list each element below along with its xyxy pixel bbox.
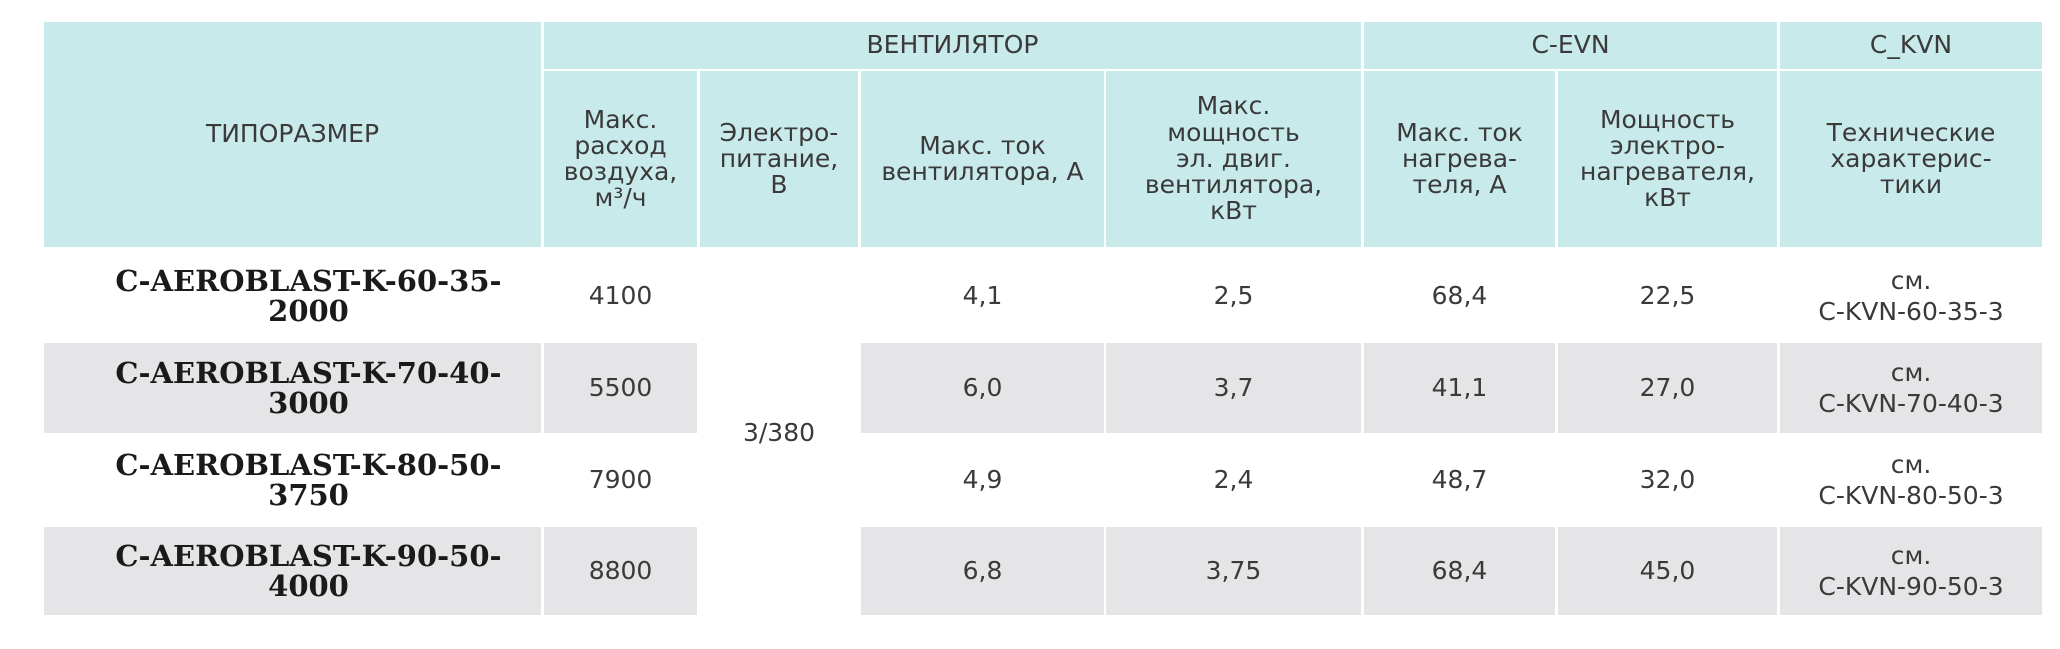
value-cell: см. C-KVN-60-35-3 xyxy=(1818,265,2004,326)
model-name: C-AEROBLAST-K-80-50-3750 xyxy=(115,447,502,512)
value-cell: 45,0 xyxy=(1558,527,1777,615)
value-cell: 2,5 xyxy=(1213,280,1254,310)
header-column: Мощность электро- нагревателя, кВт xyxy=(1558,71,1777,247)
value-cell: 41,1 xyxy=(1364,343,1555,433)
model-name: C-AEROBLAST-K-90-50-4000 xyxy=(44,527,541,615)
model-name: C-AEROBLAST-K-70-40-3000 xyxy=(44,343,541,433)
value-cell: 68,4 xyxy=(1431,280,1488,310)
header-column: Технические характерис- тики xyxy=(1780,71,2042,247)
value-cell: см. C-KVN-80-50-3 xyxy=(1818,449,2004,510)
value-cell: 48,7 xyxy=(1431,464,1488,494)
value-cell: 7900 xyxy=(588,464,653,494)
value-cell: 4100 xyxy=(588,280,653,310)
value-cell: см. C-KVN-90-50-3 xyxy=(1780,527,2042,615)
power-supply: 3/380 xyxy=(742,417,816,447)
header-column: Макс. ток вентилятора, А xyxy=(861,71,1104,247)
header-column: Электро- питание, В xyxy=(700,71,858,247)
value-cell: 22,5 xyxy=(1639,280,1696,310)
header-model: ТИПОРАЗМЕР xyxy=(44,22,541,247)
value-cell: 5500 xyxy=(544,343,697,433)
value-cell: 2,4 xyxy=(1213,464,1254,494)
value-cell: 6,0 xyxy=(861,343,1104,433)
header-group: C-EVN xyxy=(1364,22,1777,69)
model-name: C-AEROBLAST-K-60-35-2000 xyxy=(115,263,502,328)
value-cell: 3,7 xyxy=(1106,343,1361,433)
value-cell: 32,0 xyxy=(1639,464,1696,494)
header-column: Макс. ток нагрева- теля, А xyxy=(1364,71,1555,247)
header-column: Макс. мощность эл. двиг. вентилятора, кВ… xyxy=(1106,71,1361,247)
header-column: Макс. расход воздуха, м³/ч xyxy=(544,71,697,247)
value-cell: 68,4 xyxy=(1364,527,1555,615)
value-cell: 8800 xyxy=(544,527,697,615)
value-cell: 4,9 xyxy=(962,464,1003,494)
value-cell: 27,0 xyxy=(1558,343,1777,433)
value-cell: 4,1 xyxy=(962,280,1003,310)
header-group: ВЕНТИЛЯТОР xyxy=(544,22,1361,69)
value-cell: см. C-KVN-70-40-3 xyxy=(1780,343,2042,433)
value-cell: 3,75 xyxy=(1106,527,1361,615)
header-group: C_KVN xyxy=(1780,22,2042,69)
value-cell: 6,8 xyxy=(861,527,1104,615)
